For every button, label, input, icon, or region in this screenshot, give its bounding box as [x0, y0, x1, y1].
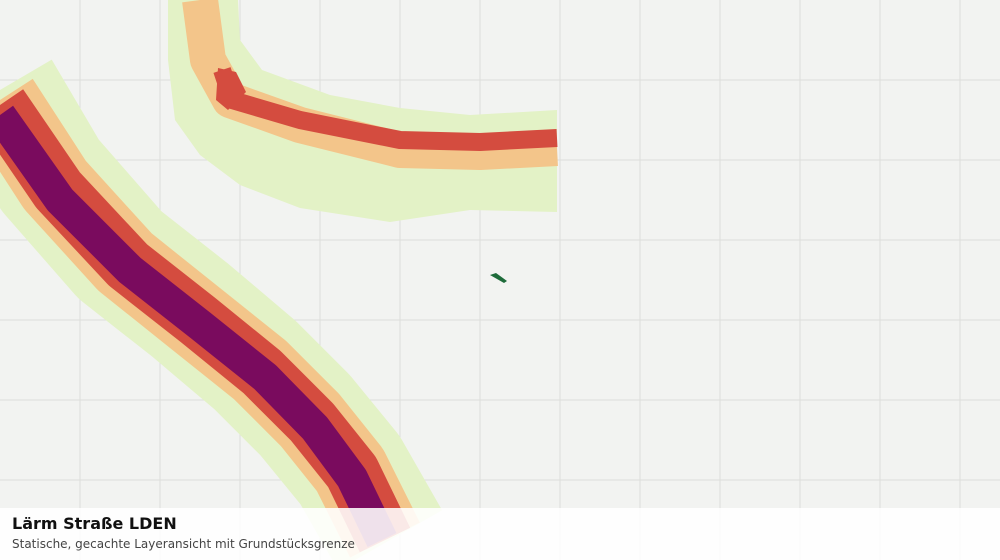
layer-subtitle: Statische, gecachte Layeransicht mit Gru… [12, 537, 355, 551]
parcel-boundary [490, 273, 507, 283]
noise-diagonal [0, 59, 443, 560]
layer-title: Lärm Straße LDEN [12, 514, 177, 533]
caption: Lärm Straße LDEN Statische, gecachte Lay… [0, 508, 1000, 560]
noise-upper-end [216, 68, 246, 110]
